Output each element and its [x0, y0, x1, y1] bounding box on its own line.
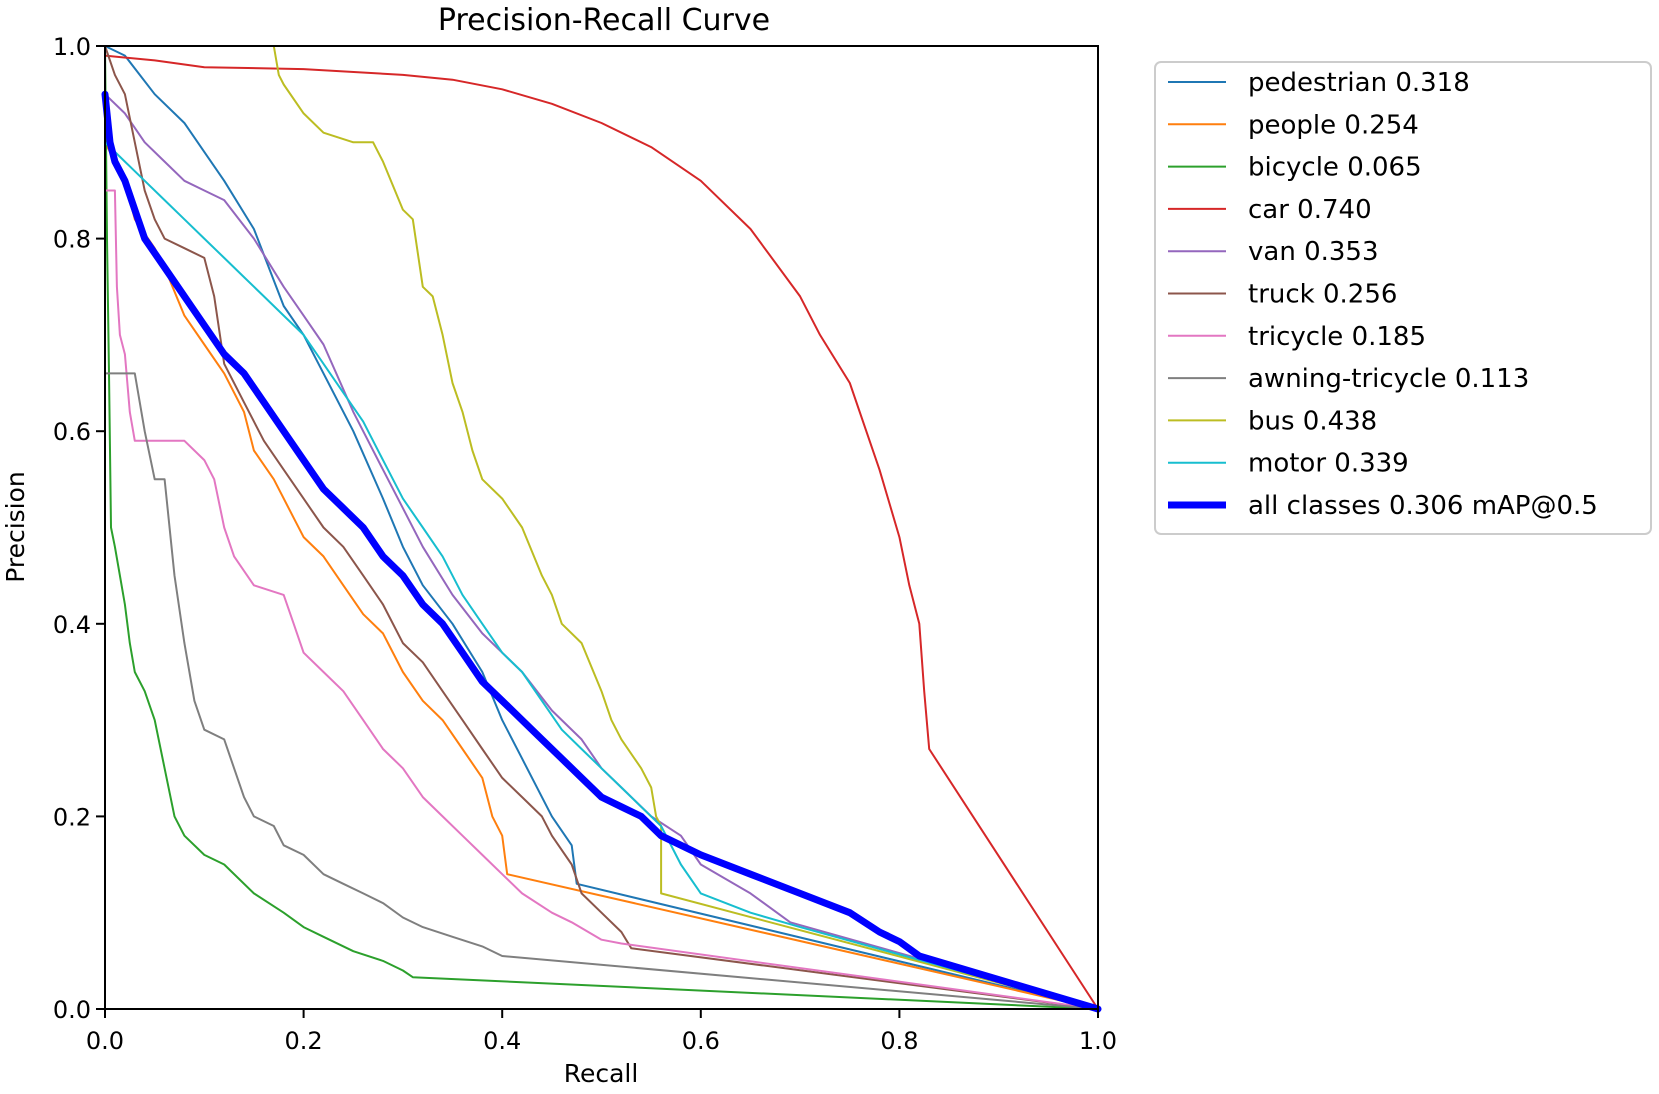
x-tick-label: 0.0 — [86, 1027, 124, 1055]
axis-ticks: 0.0 0.2 0.4 0.6 0.8 1.0 0.0 0.2 0.4 0.6 0.8 1.0 — [53, 33, 1117, 1055]
x-axis-label: Recall — [564, 1059, 639, 1088]
x-tick-label: 0.4 — [483, 1027, 521, 1055]
series-line-pedestrian — [104, 45, 1099, 1010]
chart-title: Precision-Recall Curve — [438, 3, 770, 38]
y-tick-label: 0.8 — [53, 226, 91, 254]
legend-label-awning-tricycle: awning-tricycle 0.113 — [1248, 364, 1529, 394]
legend-frame — [1154, 61, 1652, 535]
series-line-car — [104, 54, 1099, 1010]
plot-frame — [104, 45, 1099, 1010]
legend: pedestrian 0.318 people 0.254 bicycle 0.06… — [1154, 61, 1652, 535]
series-line-bicycle — [104, 45, 1099, 1010]
series-line-people — [104, 141, 1099, 1010]
legend-label-all-classes: all classes 0.306 mAP@0.5 — [1248, 491, 1598, 521]
y-axis-label: Precision — [1, 471, 30, 583]
series-line-all-classes — [101, 90, 1102, 1013]
y-tick-label: 1.0 — [53, 33, 91, 61]
legend-label-bus: bus 0.438 — [1248, 406, 1377, 436]
x-tick-label: 0.8 — [880, 1027, 918, 1055]
legend-label-tricycle: tricycle 0.185 — [1248, 322, 1426, 352]
series-line-awning-tricycle — [104, 372, 1099, 1010]
series-line-truck — [104, 45, 1099, 1010]
legend-label-truck: truck 0.256 — [1248, 280, 1397, 310]
legend-label-car: car 0.740 — [1248, 195, 1372, 225]
series-line-motor — [104, 141, 1099, 1010]
x-tick-label: 0.6 — [682, 1027, 720, 1055]
legend-label-people: people 0.254 — [1248, 110, 1419, 140]
legend-label-bicycle: bicycle 0.065 — [1248, 153, 1422, 183]
legend-label-motor: motor 0.339 — [1248, 449, 1409, 479]
y-tick-label: 0.2 — [53, 803, 91, 831]
legend-label-pedestrian: pedestrian 0.318 — [1248, 68, 1470, 98]
x-tick-label: 0.2 — [285, 1027, 323, 1055]
series-lines — [101, 45, 1102, 1013]
y-tick-label: 0.6 — [53, 418, 91, 446]
legend-label-van: van 0.353 — [1248, 237, 1379, 267]
y-tick-label: 0.0 — [53, 996, 91, 1024]
series-line-bus — [272, 45, 1099, 1010]
legend-items: pedestrian 0.318 people 0.254 bicycle 0.06… — [1168, 68, 1598, 521]
y-tick-label: 0.4 — [53, 611, 91, 639]
x-tick-label: 1.0 — [1079, 1027, 1117, 1055]
series-line-van — [104, 93, 1099, 1010]
series-line-tricycle — [104, 189, 1099, 1010]
